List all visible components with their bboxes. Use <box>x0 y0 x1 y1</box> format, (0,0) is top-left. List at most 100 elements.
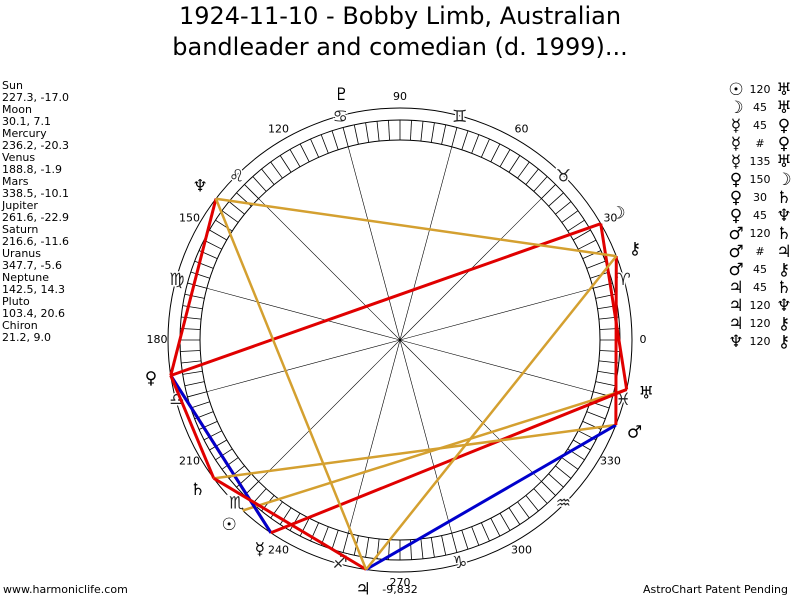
degree-tick <box>480 522 490 542</box>
degree-tick <box>244 184 259 199</box>
planet-name: Saturn <box>2 223 38 236</box>
degree-tick <box>221 210 239 223</box>
zodiac-sign: ♑ <box>452 553 467 573</box>
degree-tick <box>187 391 207 398</box>
aspect-line <box>214 198 368 570</box>
degree-tick <box>420 121 424 142</box>
aspect-type: # <box>755 137 764 150</box>
degree-tick <box>490 143 501 162</box>
degree-tick <box>586 260 606 269</box>
degree-tick <box>376 121 380 142</box>
aspect-line <box>365 255 618 571</box>
degree-tick <box>471 134 480 154</box>
degree-label: 270 <box>390 576 411 589</box>
degree-tick <box>525 495 539 512</box>
degree-tick <box>221 457 239 470</box>
aspect-to: ⚷ <box>778 260 790 280</box>
aspect-line <box>213 423 617 480</box>
aspect-from: ♂ <box>728 260 743 280</box>
planet-name: Neptune <box>2 271 49 284</box>
zodiac-sign: ♉ <box>556 167 571 187</box>
degree-label: 60 <box>515 123 529 136</box>
degree-tick <box>261 168 275 185</box>
aspect-to: ♅ <box>776 98 791 118</box>
degree-tick <box>182 370 203 375</box>
aspect-line <box>215 197 617 258</box>
aspect-from: ♂ <box>728 242 743 262</box>
aspect-to: ♀ <box>778 116 790 136</box>
aspect-type: 120 <box>750 227 771 240</box>
degree-tick <box>541 184 556 199</box>
house-line <box>258 339 401 482</box>
zodiac-sign: ♒ <box>556 493 571 513</box>
planet-glyph: ♇ <box>334 85 349 105</box>
degree-tick <box>388 120 390 141</box>
aspect-type: 45 <box>753 281 767 294</box>
degree-label: 210 <box>179 455 200 468</box>
aspect-type: 135 <box>750 155 771 168</box>
planet-position: 261.6, -22.9 <box>2 211 69 224</box>
footer-link[interactable]: www.harmoniclife.com <box>3 583 128 596</box>
degree-tick <box>203 239 222 250</box>
aspect-from: ♆ <box>728 332 743 352</box>
aspect-to: ♅ <box>776 152 791 172</box>
aspect-from: ♀ <box>730 170 742 190</box>
aspect-type: 45 <box>753 101 767 114</box>
degree-tick <box>517 501 530 519</box>
aspect-line <box>599 223 629 390</box>
degree-tick <box>461 530 469 550</box>
aspect-type: 45 <box>753 119 767 132</box>
aspect-to: ⚷ <box>778 332 790 352</box>
degree-label: 330 <box>600 455 621 468</box>
aspect-line <box>365 423 617 571</box>
planet-glyph: ♅ <box>639 384 654 404</box>
footer-note: AstroChart Patent Pending <box>643 583 788 596</box>
degree-tick <box>310 138 320 158</box>
planet-glyph: ☽ <box>610 204 625 224</box>
planet-name: Mars <box>2 175 29 188</box>
aspect-type: 120 <box>750 335 771 348</box>
aspect-to: ♄ <box>776 188 791 208</box>
outer-circle <box>167 107 633 573</box>
degree-tick <box>299 143 310 162</box>
degree-label: 150 <box>179 212 200 225</box>
degree-tick <box>441 535 447 556</box>
aspect-type: 150 <box>750 173 771 186</box>
planet-position: 227.3, -17.0 <box>2 91 69 104</box>
degree-tick <box>252 488 267 504</box>
aspect-from: ♃ <box>728 314 743 334</box>
degree-tick <box>430 122 435 143</box>
degree-tick <box>597 370 618 375</box>
degree-tick <box>451 533 458 553</box>
title: 1924-11-10 - Bobby Limb, Australian <box>179 2 621 30</box>
wheel-note: -9,832 <box>382 583 417 596</box>
planet-glyph: ♄ <box>190 480 205 500</box>
aspect-type: 120 <box>750 317 771 330</box>
aspect-to: ♆ <box>776 206 791 226</box>
degree-label: 30 <box>603 212 617 225</box>
degree-tick <box>533 176 548 192</box>
aspect-line <box>169 198 218 376</box>
degree-tick <box>533 488 548 504</box>
degree-tick <box>203 430 222 441</box>
aspect-from: ☿ <box>731 116 741 136</box>
aspect-to: ♀ <box>778 134 790 154</box>
degree-tick <box>279 507 292 525</box>
aspect-type: 45 <box>753 209 767 222</box>
planet-name: Pluto <box>2 295 30 308</box>
planet-glyph: ☉ <box>221 515 236 535</box>
degree-tick <box>342 127 349 147</box>
planet-position: 142.5, 14.3 <box>2 283 65 296</box>
degree-tick <box>586 411 606 420</box>
degree-label: 90 <box>393 90 407 103</box>
degree-tick <box>441 124 447 145</box>
degree-label: 240 <box>268 543 289 556</box>
planet-name: Mercury <box>2 127 47 140</box>
planet-glyph: ⚷ <box>629 239 641 259</box>
degree-tick <box>430 537 435 558</box>
zodiac-sign: ♋ <box>333 107 348 127</box>
degree-tick <box>342 533 349 553</box>
degree-tick <box>420 538 424 559</box>
zodiac-sign: ♊ <box>452 107 467 127</box>
aspect-from: ♃ <box>728 278 743 298</box>
